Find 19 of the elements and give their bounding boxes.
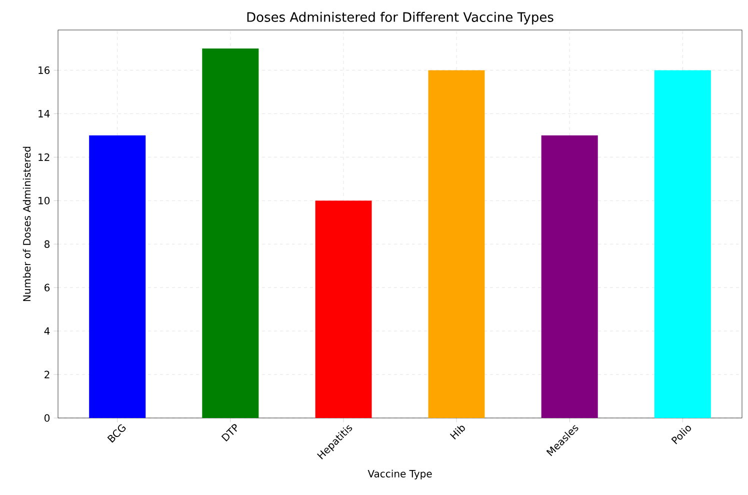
y-tick-label: 2	[44, 370, 50, 378]
bar	[428, 70, 485, 418]
y-tick-label: 4	[44, 327, 50, 335]
bar	[89, 135, 146, 418]
bar	[541, 135, 598, 418]
bar	[654, 70, 711, 418]
y-tick-label: 12	[38, 153, 50, 161]
y-tick-label: 8	[44, 240, 50, 248]
y-tick-label: 6	[44, 284, 50, 292]
y-tick-label: 0	[44, 414, 50, 422]
x-axis-title: Vaccine Type	[368, 470, 432, 480]
chart-title: Doses Administered for Different Vaccine Types	[247, 12, 554, 24]
y-tick-label: 16	[38, 66, 50, 74]
bar	[202, 48, 259, 418]
y-tick-label: 14	[38, 110, 50, 118]
x-tick-label: Hib	[450, 426, 465, 440]
y-axis-title: Number of Doses Administered	[22, 146, 31, 302]
bar	[315, 200, 372, 418]
y-tick-label: 10	[38, 196, 50, 204]
